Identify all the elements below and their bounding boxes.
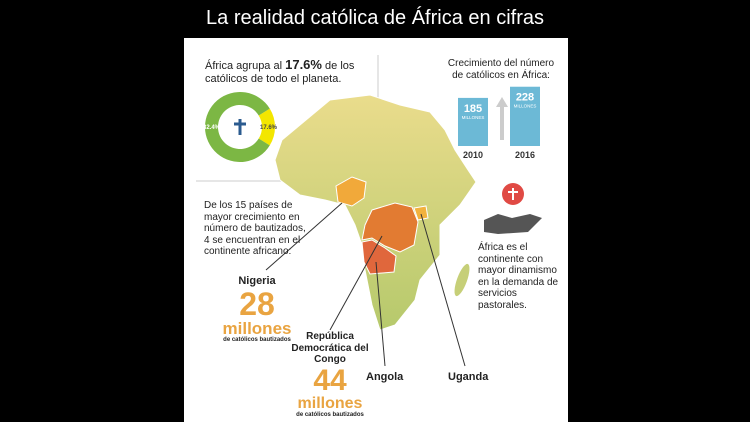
- country-unit: millones: [297, 394, 363, 412]
- bar-unit: MILLONES: [514, 104, 537, 109]
- share-highlight: 17.6%: [285, 57, 322, 72]
- country-note: de católicos bautizados: [223, 336, 291, 343]
- madagascar: [454, 263, 470, 297]
- country-unit: millones: [222, 318, 292, 338]
- cross-icon: [234, 119, 246, 135]
- bar: [510, 86, 540, 146]
- growth-title: Crecimiento del número de católicos en Á…: [447, 58, 555, 81]
- leader-line: [265, 202, 343, 271]
- angola-shape: [361, 239, 397, 275]
- donut-label: 17.6%: [260, 125, 278, 131]
- donut-label: 82.4%: [203, 125, 221, 131]
- country-value: 28: [239, 285, 275, 322]
- drc-shape: [361, 202, 419, 253]
- country-value: 44: [313, 363, 347, 397]
- leader-line: [420, 213, 466, 367]
- country-name: República Democrática del Congo: [291, 331, 369, 365]
- countries-text: De los 15 países de mayor crecimiento en…: [204, 200, 306, 257]
- country-name: Angola: [366, 371, 404, 383]
- uganda-shape: [413, 205, 429, 221]
- pastoral-text: África es el continente con mayor dinami…: [478, 242, 559, 311]
- heart-cross: [508, 188, 518, 200]
- share-rest: de los católicos de todo el planeta.: [205, 60, 355, 85]
- leader-line: [375, 261, 386, 367]
- bar: [458, 97, 488, 146]
- bar-category: 2010: [463, 150, 483, 160]
- bar-value: 185: [464, 103, 482, 115]
- bar-unit: MILLONES: [462, 115, 485, 120]
- hand-icon: [484, 214, 542, 234]
- nigeria-block: Nigeria 28 millones de católicos bautiza…: [220, 275, 294, 344]
- share-intro: África agrupa al: [205, 60, 283, 72]
- bar-value: 228: [516, 92, 534, 104]
- donut-segment: [258, 108, 275, 146]
- share-text: África agrupa al 17.6% de los católicos …: [205, 57, 375, 86]
- donut-segment: [204, 92, 270, 163]
- title: La realidad católica de África en cifras: [206, 6, 544, 29]
- country-name: Uganda: [448, 371, 489, 383]
- donut: 17.6% 82.4%: [203, 92, 278, 163]
- nigeria-shape: [335, 176, 367, 207]
- country-name: Nigeria: [238, 275, 276, 287]
- bar-category: 2016: [515, 150, 535, 160]
- growth-arrow: [496, 97, 508, 140]
- drc-block: República Democrática del Congo 44 millo…: [290, 331, 370, 418]
- leader-line: [329, 235, 383, 331]
- country-note: de católicos bautizados: [296, 411, 364, 418]
